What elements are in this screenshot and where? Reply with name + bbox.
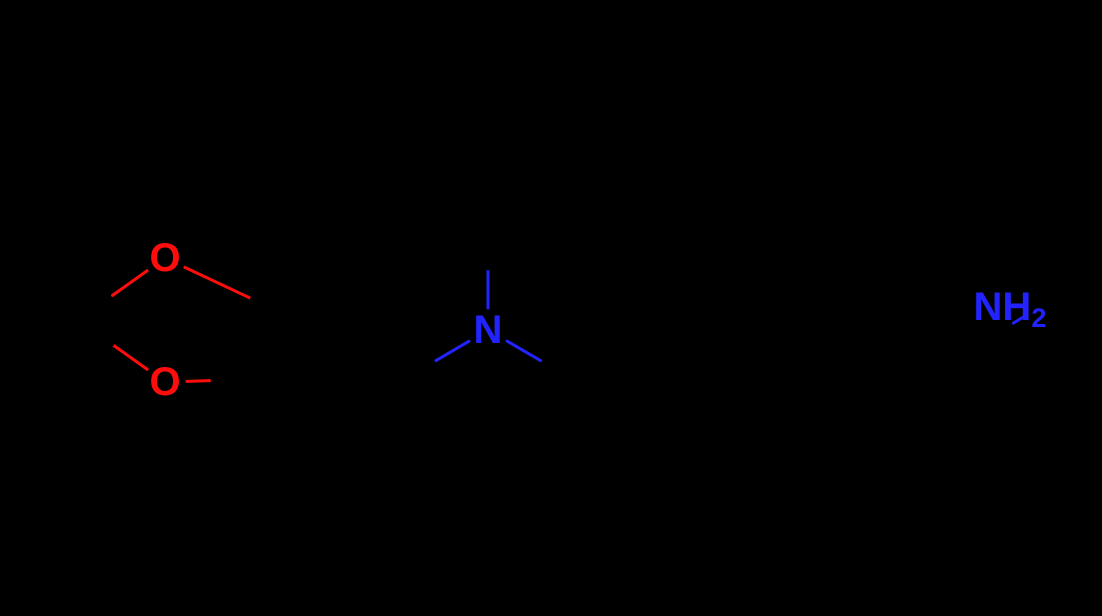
atom-label-O: O xyxy=(149,236,180,280)
bond xyxy=(187,381,210,382)
atom-label-N: N xyxy=(474,308,503,352)
molecule-canvas: OONNH2 xyxy=(0,0,1102,616)
atom-label-O: O xyxy=(149,360,180,404)
bond xyxy=(209,380,232,381)
